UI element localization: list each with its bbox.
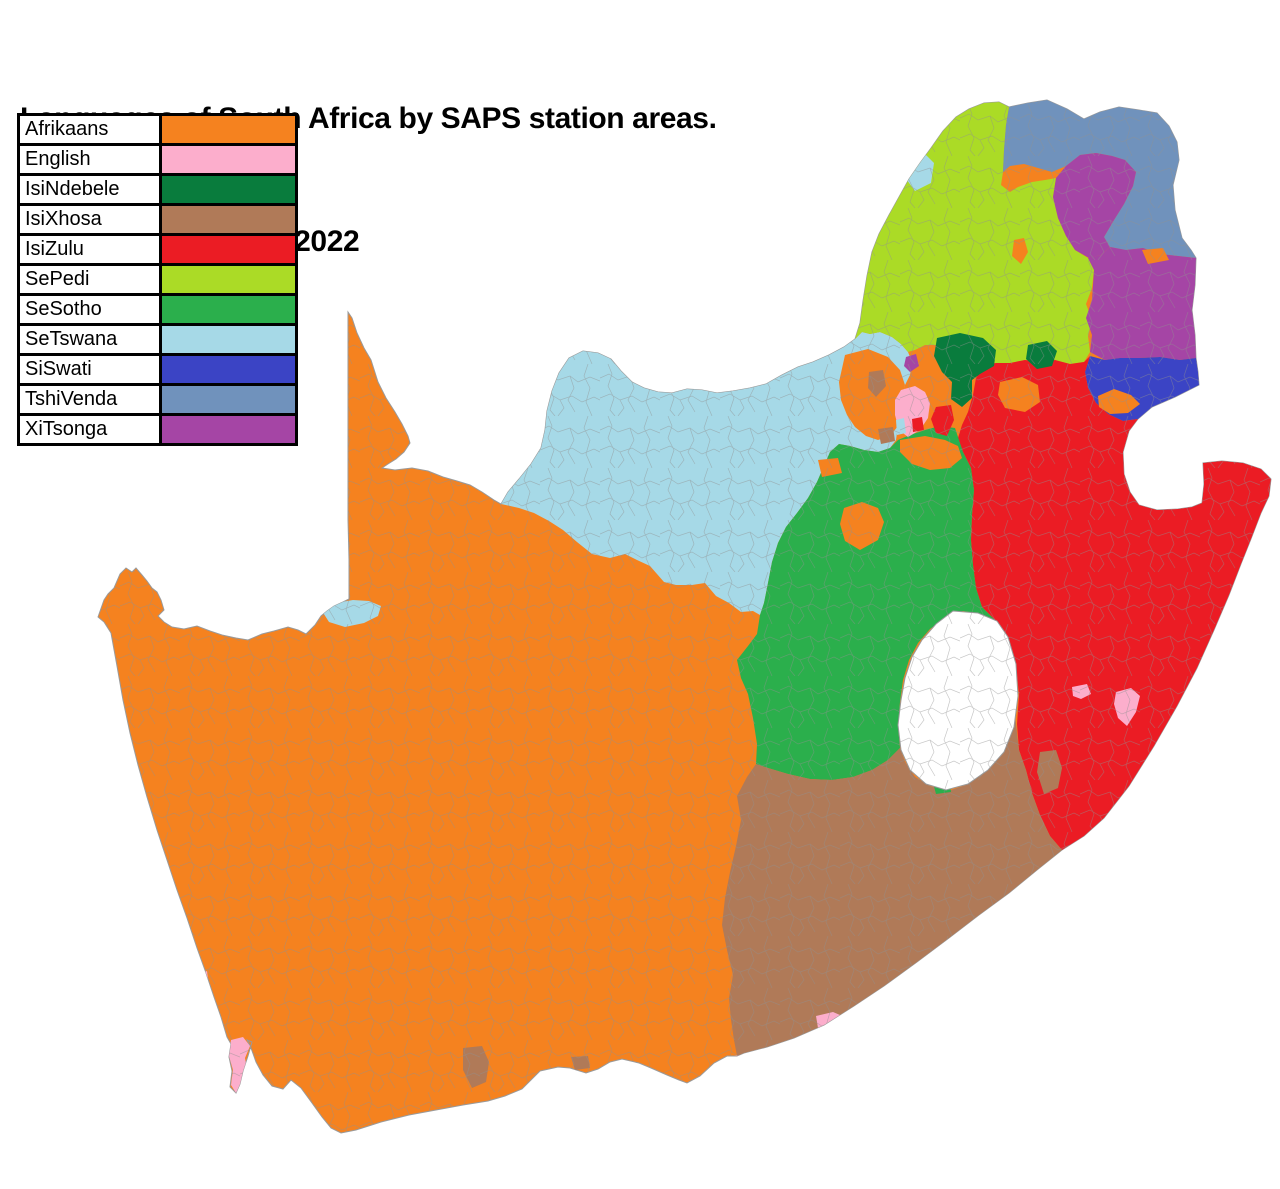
legend-row: IsiNdebele — [20, 173, 295, 203]
legend-color-swatch — [159, 386, 295, 413]
legend-row: XiTsonga — [20, 413, 295, 443]
legend-language-label: SePedi — [20, 266, 159, 293]
legend-color-swatch — [159, 266, 295, 293]
legend-language-label: IsiNdebele — [20, 176, 159, 203]
legend-color-swatch — [159, 296, 295, 323]
legend-row: SeTswana — [20, 323, 295, 353]
legend-color-swatch — [159, 326, 295, 353]
legend-language-label: Afrikaans — [20, 116, 159, 143]
legend-color-swatch — [159, 176, 295, 203]
legend-language-label: IsiZulu — [20, 236, 159, 263]
legend-language-label: SeSotho — [20, 296, 159, 323]
legend-language-label: XiTsonga — [20, 416, 159, 443]
legend-row: SeSotho — [20, 293, 295, 323]
legend-language-label: SiSwati — [20, 356, 159, 383]
legend-row: SiSwati — [20, 353, 295, 383]
legend-color-swatch — [159, 116, 295, 143]
legend-language-label: SeTswana — [20, 326, 159, 353]
legend-row: IsiXhosa — [20, 203, 295, 233]
legend-color-swatch — [159, 416, 295, 443]
legend-color-swatch — [159, 146, 295, 173]
legend-language-label: TshiVenda — [20, 386, 159, 413]
legend-language-label: IsiXhosa — [20, 206, 159, 233]
legend-row: English — [20, 143, 295, 173]
legend-color-swatch — [159, 206, 295, 233]
legend-row: IsiZulu — [20, 233, 295, 263]
legend-color-swatch — [159, 236, 295, 263]
legend: Afrikaans English IsiNdebele IsiXhosa Is… — [17, 113, 298, 446]
legend-row: Afrikaans — [20, 116, 295, 143]
legend-color-swatch — [159, 356, 295, 383]
legend-row: TshiVenda — [20, 383, 295, 413]
legend-row: SePedi — [20, 263, 295, 293]
legend-language-label: English — [20, 146, 159, 173]
